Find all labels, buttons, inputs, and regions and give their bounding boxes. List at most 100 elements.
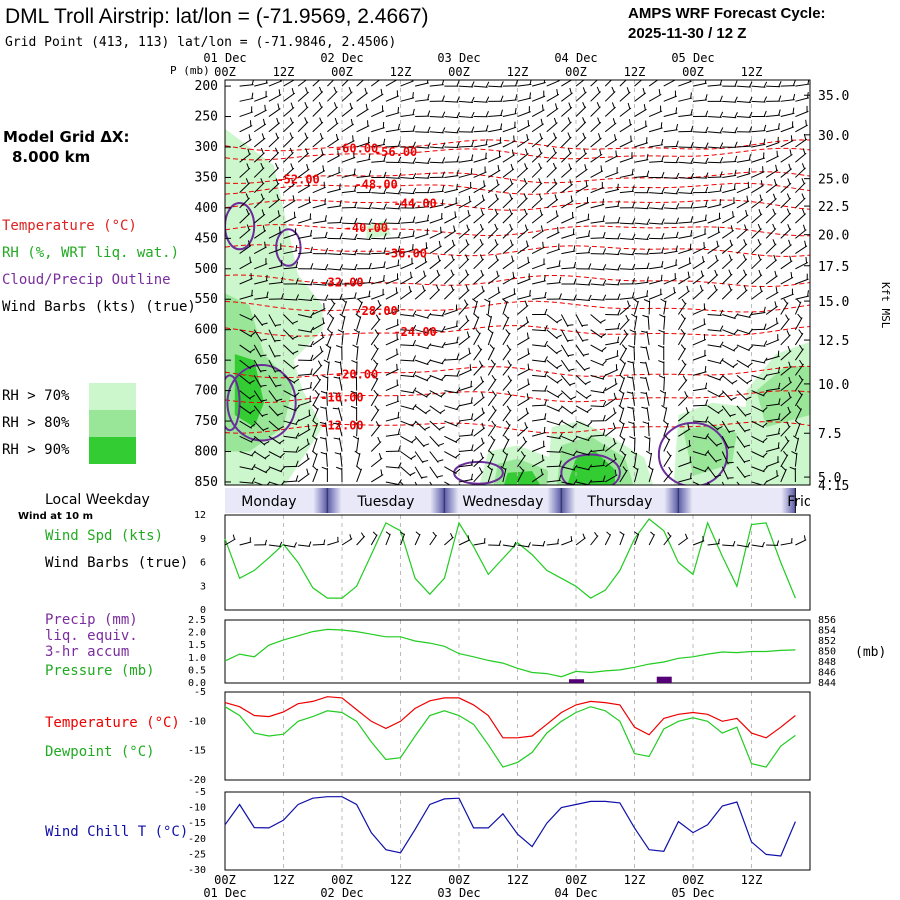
wind-barb-flag — [554, 103, 558, 110]
wind-barb-flag — [798, 329, 803, 335]
wind-barb-flag — [615, 150, 617, 157]
wind-barb — [356, 295, 371, 300]
wind-barb-flag — [587, 421, 593, 427]
wind-barb-flag — [802, 224, 806, 231]
wind-barb-flag — [618, 420, 625, 425]
wind-barb — [780, 468, 787, 483]
wind-barb — [253, 123, 267, 133]
wind-barb-flag — [646, 262, 650, 269]
wind-barb-flag — [705, 186, 709, 193]
wind-barb — [692, 371, 707, 376]
wind-barb — [692, 308, 707, 315]
wind-barb — [736, 228, 748, 239]
wind-barb-flag — [368, 290, 371, 297]
wind-barb-flag — [705, 110, 709, 117]
wind-barb — [590, 464, 605, 468]
wind-barb — [517, 261, 531, 270]
wind-barb — [312, 336, 325, 346]
wind-barb — [531, 167, 543, 178]
wind-barb — [253, 137, 266, 148]
wind-barb-flag — [525, 148, 528, 155]
surface-wind-barb — [502, 544, 515, 548]
wind-barb — [385, 145, 400, 148]
wind-barb — [444, 420, 458, 427]
wind-barb — [634, 142, 649, 148]
wind-barb-flag — [569, 179, 572, 186]
precip-tick-label: 0.0 — [188, 678, 206, 689]
wind-barb — [633, 422, 635, 437]
wind-barb-flag — [793, 435, 799, 440]
wind-barb-flag — [602, 459, 606, 466]
wind-barb — [487, 259, 500, 270]
wind-barb — [283, 390, 297, 398]
wind-barb-flag — [412, 371, 417, 377]
wind-barb — [663, 192, 678, 195]
temperature-label: Temperature (°C) — [45, 715, 180, 731]
bottom-hour-label: 12Z — [507, 873, 529, 887]
wind-barb — [619, 237, 634, 241]
wind-barb-flag — [335, 345, 342, 349]
wind-barb — [678, 411, 690, 422]
wind-barb — [590, 434, 605, 437]
wind-barb — [283, 266, 298, 270]
wind-barb — [253, 435, 266, 446]
wind-barb — [678, 235, 693, 239]
wind-barb — [297, 91, 309, 102]
wind-barb-flag — [719, 309, 724, 316]
wind-barb-flag — [306, 468, 309, 475]
wind-barb — [385, 112, 400, 118]
wind-barb — [531, 123, 544, 133]
wind-barb — [531, 459, 545, 468]
wind-barb-flag — [661, 261, 664, 268]
wind-barb-flag — [728, 269, 732, 276]
wind-barb — [473, 348, 483, 361]
wind-barb — [488, 128, 503, 133]
wind-barb — [370, 318, 381, 331]
wind-barb-flag — [322, 375, 328, 379]
wind-barb — [444, 481, 452, 485]
wind-barb — [473, 274, 485, 285]
wind-barb-flag — [748, 81, 753, 88]
wind-barb — [254, 95, 268, 102]
temperature-contour-label: -48.00 — [354, 177, 397, 191]
wind-barb — [356, 222, 371, 225]
wind-barb — [632, 391, 635, 406]
wind-barb — [561, 106, 573, 117]
wind-barb — [253, 329, 263, 342]
wind-barb — [780, 99, 795, 102]
wind-barb — [692, 146, 707, 149]
wind-barb-flag — [319, 436, 327, 440]
wind-barb-flag — [775, 317, 778, 324]
forecast-cycle-label: AMPS WRF Forecast Cycle: — [628, 5, 826, 22]
wind-barb-flag — [680, 344, 686, 350]
wind-barb-flag — [383, 261, 386, 268]
wind-barb-flag — [495, 254, 499, 261]
wind-barb-flag — [425, 409, 431, 414]
wind-barb — [415, 206, 430, 209]
wind-barb — [458, 289, 470, 300]
wind-barb-flag — [600, 165, 603, 172]
wind-barb — [502, 348, 512, 361]
wind-barb-flag — [527, 363, 530, 370]
wind-barb-flag — [778, 427, 781, 435]
wind-barb — [312, 153, 325, 163]
wind-barb — [429, 204, 444, 209]
wind-barb-flag — [470, 168, 473, 175]
wind-barb — [517, 229, 529, 239]
wind-barb-flag — [485, 138, 488, 145]
wind-barb-flag — [734, 155, 738, 162]
wind-barb — [473, 100, 488, 103]
wind-barb-flag — [505, 329, 510, 335]
wind-barb-flag — [397, 445, 401, 452]
wind-barb — [590, 187, 604, 194]
wind-barb-flag — [568, 102, 572, 109]
wind-barb — [678, 192, 693, 194]
surface-wind-barb — [604, 534, 612, 546]
wind-barb — [736, 116, 751, 118]
wind-barb-flag — [466, 224, 470, 231]
wind-barb-flag — [805, 257, 808, 264]
wind-barb — [502, 276, 516, 285]
wind-barb-flag — [661, 171, 665, 178]
wind-barb-flag — [380, 88, 383, 95]
